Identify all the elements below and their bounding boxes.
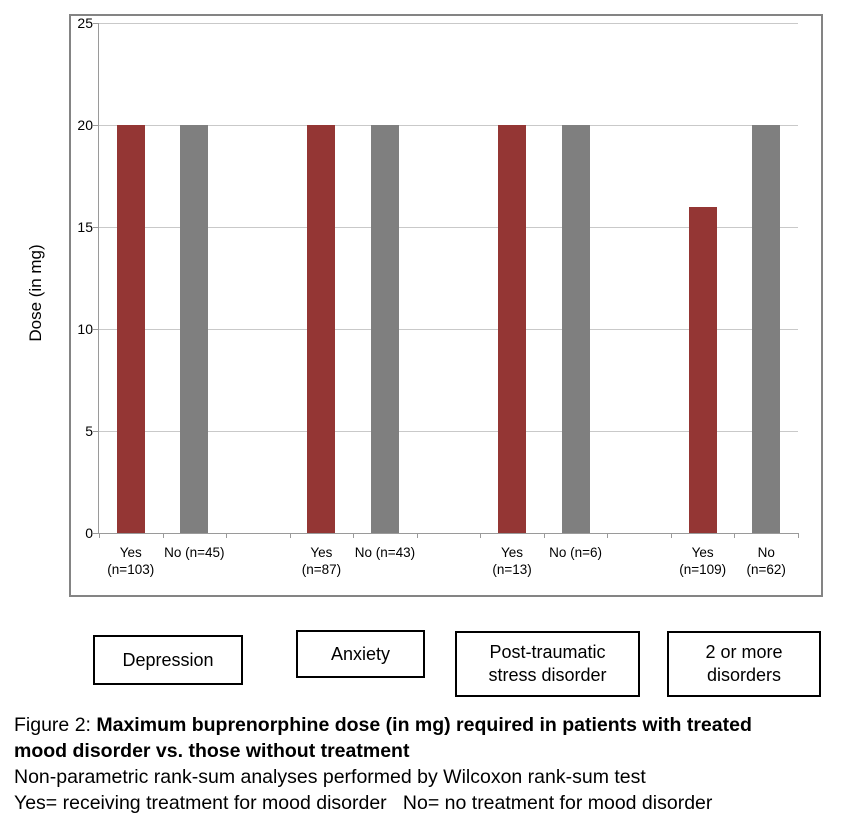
- y-tick-label-15: 15: [77, 219, 93, 235]
- gridline-10: [99, 329, 798, 330]
- bar-post-traumatic-stress-disorder-no: [561, 125, 590, 533]
- bar-depression-no: [180, 125, 209, 533]
- x-tick-mark-10: [734, 533, 736, 538]
- plot-area: 0 5 10 15 20 25 Yes (n=103) No (n=45) Yes (n=87)…: [77, 15, 799, 577]
- y-tick-mark-0: [93, 533, 99, 534]
- y-tick-mark-5: [93, 431, 99, 432]
- gridline-20: [99, 125, 798, 126]
- y-tick-label-20: 20: [77, 117, 93, 133]
- y-tick-mark-10: [93, 329, 99, 330]
- bar-label-anxiety-yes: Yes (n=87): [301, 545, 342, 577]
- chart-frame: 0 5 10 15 20 25 Yes (n=103) No (n=45) Yes (n=87)…: [69, 14, 823, 597]
- bar-post-traumatic-stress-disorder-yes: [498, 125, 527, 533]
- x-tick-mark-9: [670, 533, 672, 538]
- group-box-anxiety: Anxiety: [296, 630, 425, 678]
- gridline-15: [99, 227, 798, 228]
- y-tick-label-5: 5: [85, 423, 93, 439]
- bar-anxiety-no: [370, 125, 399, 533]
- x-tick-mark-2: [226, 533, 228, 538]
- bar-label-anxiety-no: No (n=43): [354, 545, 416, 560]
- y-tick-mark-25: [93, 23, 99, 24]
- x-tick-mark-4: [353, 533, 355, 538]
- x-tick-mark-11: [798, 533, 799, 538]
- gridline-25: [99, 23, 798, 24]
- y-tick-mark-20: [93, 125, 99, 126]
- bar-label-2-or-more-disorders-no: No (n=62): [746, 545, 786, 577]
- bar-depression-yes: [116, 125, 145, 533]
- bar-2-or-more-disorders-yes: [688, 206, 717, 533]
- caption-title-bold: Maximum buprenorphine dose (in mg) requi…: [14, 714, 752, 762]
- caption-method-line: Non-parametric rank-sum analyses perform…: [14, 766, 646, 788]
- group-box-2-or-more-disorders: 2 or more disorders: [667, 631, 821, 697]
- bar-label-depression-yes: Yes (n=103): [107, 545, 155, 577]
- y-axis-title: Dose (in mg): [26, 244, 45, 342]
- caption-legend-line: Yes= receiving treatment for mood disord…: [14, 792, 713, 814]
- x-tick-mark-3: [289, 533, 291, 538]
- bar-anxiety-yes: [307, 125, 336, 533]
- x-tick-mark-6: [480, 533, 482, 538]
- caption-figure-label: Figure 2:: [14, 714, 97, 736]
- bar-label-depression-no: No (n=45): [164, 545, 225, 560]
- y-tick-label-10: 10: [77, 321, 93, 337]
- bar-label-2-or-more-disorders-yes: Yes (n=109): [679, 545, 727, 577]
- caption-title-line: Figure 2: Maximum buprenorphine dose (in…: [14, 712, 786, 764]
- y-tick-mark-15: [93, 227, 99, 228]
- group-box-post-traumatic-stress-disorder: Post-traumatic stress disorder: [455, 631, 640, 697]
- bar-label-post-traumatic-stress-disorder-yes: Yes (n=13): [492, 545, 532, 577]
- gridline-5: [99, 431, 798, 432]
- y-tick-label-25: 25: [77, 15, 93, 31]
- x-tick-mark-5: [416, 533, 418, 538]
- figure-caption: Figure 2: Maximum buprenorphine dose (in…: [14, 712, 786, 816]
- bar-2-or-more-disorders-no: [752, 125, 781, 533]
- bar-label-post-traumatic-stress-disorder-no: No (n=6): [549, 545, 603, 560]
- x-tick-mark-8: [607, 533, 609, 538]
- x-tick-mark-7: [543, 533, 545, 538]
- group-box-depression: Depression: [93, 635, 243, 685]
- x-tick-mark-0: [99, 533, 100, 538]
- y-tick-label-0: 0: [85, 525, 93, 541]
- x-tick-mark-1: [162, 533, 164, 538]
